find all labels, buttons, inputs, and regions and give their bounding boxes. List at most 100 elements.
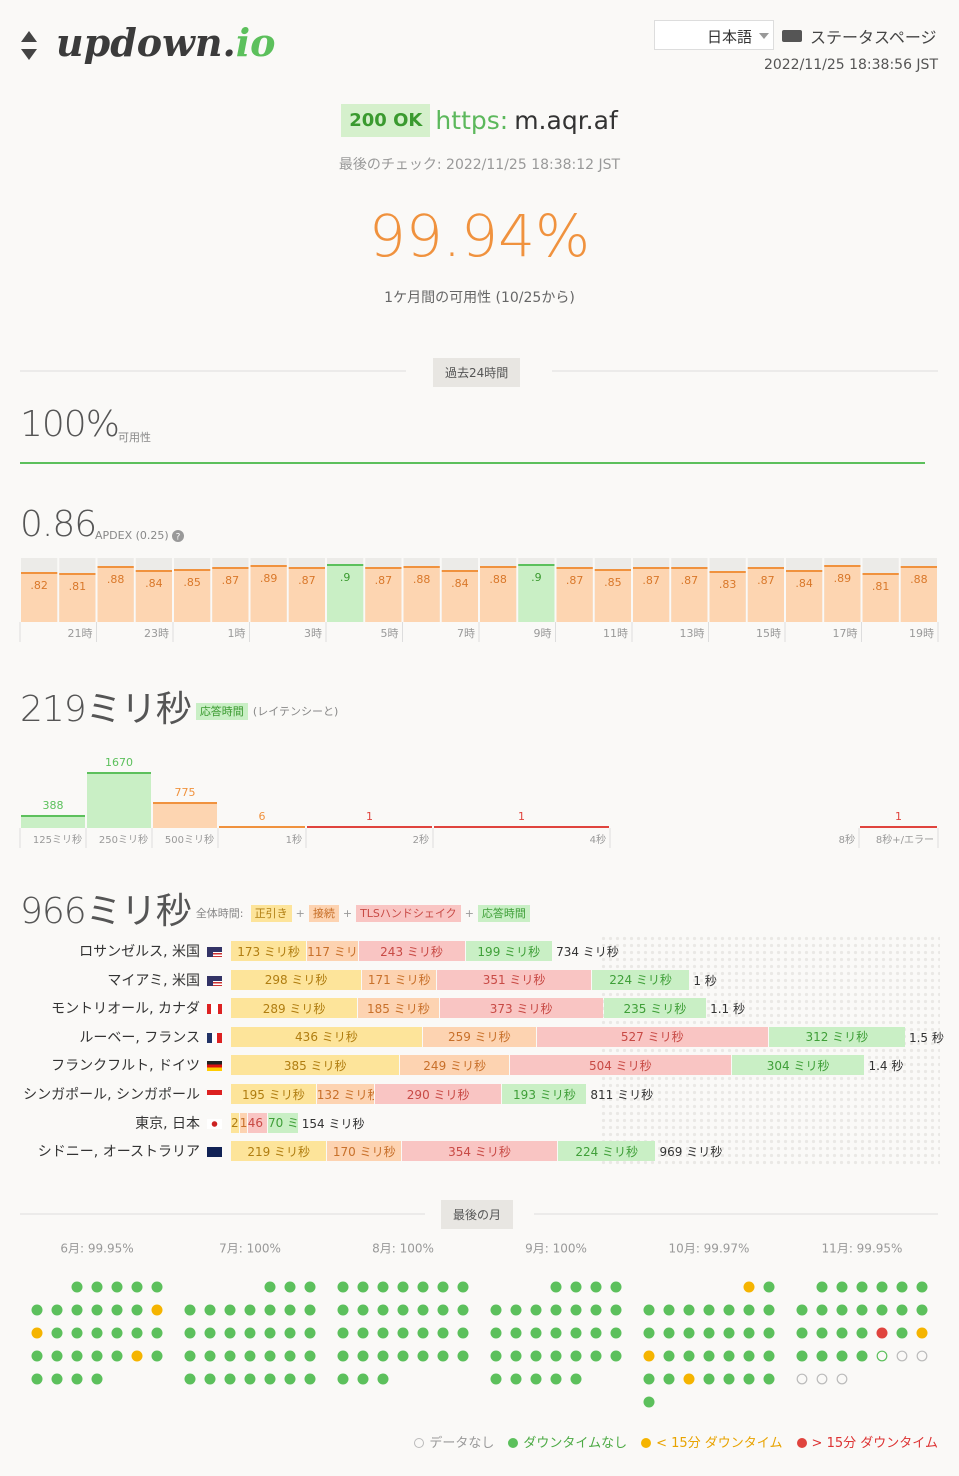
apdex-bar-label: .87 bbox=[375, 574, 393, 587]
phase-badge: 正引き bbox=[250, 905, 292, 922]
day-dot bbox=[490, 1304, 502, 1316]
timing-segment: 504 ミリ秒 bbox=[509, 1055, 731, 1076]
day-dot bbox=[816, 1373, 828, 1385]
apdex-bar bbox=[212, 567, 249, 622]
day-dot bbox=[896, 1304, 908, 1316]
day-dot bbox=[204, 1304, 216, 1316]
apdex-bar-top bbox=[288, 567, 325, 569]
apdex-bar-label: .85 bbox=[604, 576, 622, 589]
timing-segment: 304 ミリ秒 bbox=[731, 1055, 865, 1076]
apdex-bar-top bbox=[862, 573, 899, 575]
day-dot bbox=[264, 1373, 276, 1385]
apdex-bar bbox=[862, 573, 899, 622]
timing-segment: 351 ミリ秒 bbox=[437, 969, 591, 990]
histogram-count: 1670 bbox=[105, 756, 133, 769]
histogram-count: 775 bbox=[175, 786, 196, 799]
day-dot bbox=[417, 1281, 429, 1293]
day-dot bbox=[284, 1350, 296, 1362]
apdex-bar bbox=[403, 566, 440, 622]
apdex-bar-label: .81 bbox=[69, 580, 87, 593]
apdex-bar-label: .87 bbox=[681, 574, 699, 587]
apdex-bar-label: .83 bbox=[719, 578, 737, 591]
day-dot bbox=[417, 1327, 429, 1339]
flag bbox=[207, 1032, 222, 1043]
timing-segment: 224 ミリ秒 bbox=[557, 1141, 656, 1162]
apdex-bar-label: .89 bbox=[260, 572, 278, 585]
legend-dot bbox=[796, 1438, 807, 1448]
day-dot bbox=[876, 1350, 888, 1362]
apdex-label: APDEX (0.25) bbox=[95, 529, 169, 542]
legend-separator: + bbox=[464, 907, 474, 920]
month-label: 6月: 99.95% bbox=[60, 1242, 133, 1256]
day-dot bbox=[643, 1350, 655, 1362]
availability-label: 可用性 bbox=[118, 431, 151, 444]
day-dot bbox=[816, 1350, 828, 1362]
language-select[interactable]: 日本語 bbox=[654, 20, 774, 50]
timing-segment: 70 ミリ秒 bbox=[267, 1112, 298, 1133]
apdex-bar bbox=[365, 567, 402, 622]
day-dot bbox=[743, 1281, 755, 1293]
help-icon[interactable] bbox=[172, 530, 184, 542]
host: m.aqr.af bbox=[514, 106, 618, 135]
day-dot bbox=[417, 1350, 429, 1362]
day-dot bbox=[683, 1304, 695, 1316]
legend-dot bbox=[508, 1438, 519, 1448]
day-dot bbox=[31, 1350, 43, 1362]
day-dot bbox=[816, 1304, 828, 1316]
apdex-bar-label: .9 bbox=[340, 571, 351, 584]
apdex-bar-label: .9 bbox=[531, 571, 542, 584]
apdex-bar bbox=[594, 569, 631, 622]
day-dot bbox=[71, 1281, 83, 1293]
day-dot bbox=[590, 1350, 602, 1362]
day-dot bbox=[357, 1350, 369, 1362]
day-dot bbox=[224, 1373, 236, 1385]
apdex-bar-label: .87 bbox=[222, 574, 240, 587]
legend-text: ダウンタイムなし bbox=[523, 1436, 628, 1451]
day-dot bbox=[683, 1373, 695, 1385]
apdex-bar bbox=[824, 565, 861, 622]
day-dot bbox=[337, 1304, 349, 1316]
timing-segment: 173 ミリ秒 bbox=[231, 941, 307, 961]
uptime: 99.94% bbox=[368, 202, 591, 270]
day-dot bbox=[131, 1350, 143, 1362]
day-dot bbox=[530, 1327, 542, 1339]
day-dot bbox=[683, 1327, 695, 1339]
apdex-bar bbox=[97, 566, 134, 622]
logo[interactable]: updown.io bbox=[56, 20, 276, 65]
histogram-label: 2秒 bbox=[413, 833, 429, 846]
apdex-bar bbox=[900, 566, 937, 622]
day-dot bbox=[896, 1281, 908, 1293]
apdex-bar bbox=[135, 570, 172, 622]
apdex-bar-top bbox=[709, 571, 746, 573]
histogram-count: 1 bbox=[366, 810, 373, 823]
day-dot bbox=[816, 1281, 828, 1293]
apdex-bar-label: .87 bbox=[642, 574, 660, 587]
day-dot bbox=[610, 1350, 622, 1362]
day-dot bbox=[457, 1304, 469, 1316]
apdex-hour: 15時 bbox=[756, 627, 781, 640]
apdex-bar-top bbox=[786, 570, 823, 572]
day-dot bbox=[304, 1281, 316, 1293]
day-dot bbox=[111, 1304, 123, 1316]
apdex-hour: 21時 bbox=[68, 627, 93, 640]
day-dot bbox=[91, 1350, 103, 1362]
day-dot bbox=[151, 1281, 163, 1293]
day-dot bbox=[71, 1350, 83, 1362]
day-dot bbox=[490, 1327, 502, 1339]
apdex-bar-top bbox=[671, 567, 708, 569]
status-page-link[interactable]: ステータスページ bbox=[810, 28, 937, 47]
day-dot bbox=[763, 1373, 775, 1385]
phase-badge: 応答時間 bbox=[477, 905, 530, 922]
day-dot bbox=[184, 1327, 196, 1339]
day-dot bbox=[304, 1373, 316, 1385]
day-dot bbox=[723, 1304, 735, 1316]
histogram-count: 388 bbox=[43, 799, 64, 812]
day-dot bbox=[743, 1373, 755, 1385]
apdex-bar bbox=[59, 573, 96, 622]
timing-segment: 46 ミリ秒 bbox=[247, 1112, 267, 1133]
timing-segment: 385 ミリ秒 bbox=[231, 1055, 400, 1076]
apdex-bar-label: .89 bbox=[834, 572, 852, 585]
apdex-bar-top bbox=[174, 569, 211, 571]
apdex-hour: 7時 bbox=[457, 627, 475, 640]
